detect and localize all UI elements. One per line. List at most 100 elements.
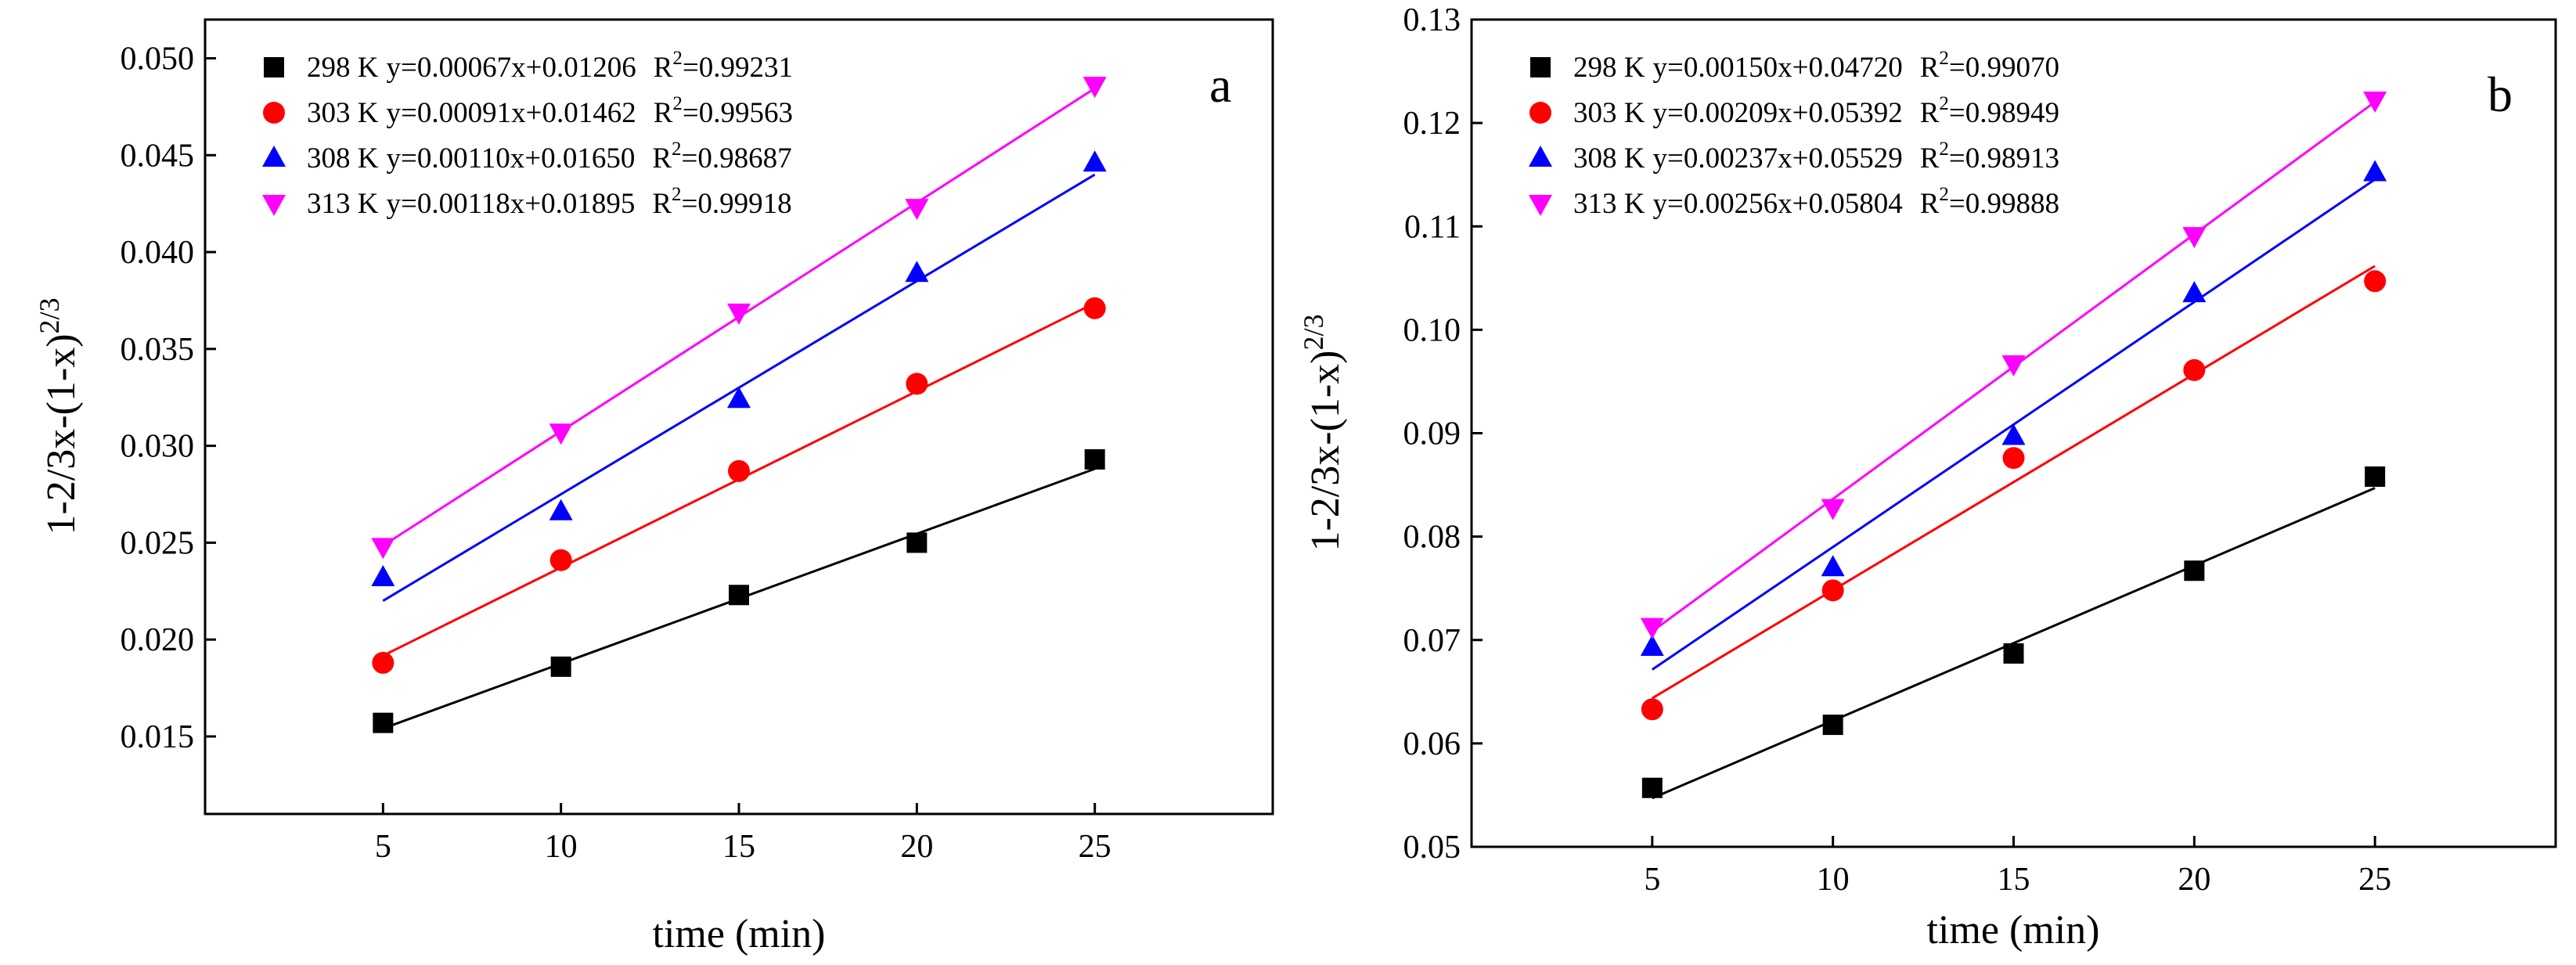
series-298-K [1641, 466, 2386, 800]
series-303-K [1641, 265, 2387, 721]
y-tick-label: 0.015 [121, 719, 195, 755]
series-303-K [372, 297, 1106, 674]
data-point [371, 564, 395, 586]
data-point [549, 549, 572, 571]
panel-label: b [2488, 67, 2513, 122]
y-tick-label: 0.09 [1403, 416, 1461, 452]
data-point [2363, 160, 2387, 182]
x-axis-title: time (min) [1927, 908, 2100, 952]
legend-series-name: 308 K [307, 142, 379, 175]
data-point [2002, 447, 2025, 470]
legend-r2-value: =0.99231 [683, 52, 793, 84]
legend-equation: y=0.00118x+0.01895 [386, 188, 635, 220]
fit-line [1652, 487, 2376, 800]
data-point [1083, 150, 1107, 172]
legend-equation: y=0.00091x+0.01462 [386, 97, 636, 129]
legend-r2-value: =0.99918 [682, 188, 792, 220]
legend-equation: y=0.00150x+0.04720 [1652, 52, 1902, 84]
data-point [1821, 499, 1845, 520]
y-axis-title-base: 1-2/3x-(1-x) [1303, 350, 1348, 551]
legend-series-name: 308 K [1573, 142, 1645, 175]
data-point [2001, 355, 2026, 376]
legend-r2-prefix: R [654, 97, 673, 129]
data-point [1640, 634, 1664, 656]
legend-marker [262, 146, 286, 167]
x-axis-title: time (min) [653, 912, 826, 956]
y-tick-label: 0.12 [1403, 106, 1461, 142]
data-point [2184, 560, 2205, 582]
y-tick-label: 0.05 [1403, 830, 1461, 866]
series-308-K [1640, 160, 2387, 671]
x-tick-label: 20 [900, 829, 933, 865]
legend-marker [1529, 102, 1551, 124]
legend-r2-value: =0.99888 [1949, 188, 2059, 220]
data-point [905, 199, 929, 221]
legend-series-name: 303 K [307, 97, 379, 129]
legend-marker [263, 102, 285, 124]
legend-series-name: 303 K [1573, 97, 1645, 129]
data-point [906, 373, 928, 395]
y-axis-title-exponent: 2/3 [34, 297, 65, 333]
data-point [1821, 555, 1845, 577]
y-tick-label: 0.045 [121, 138, 195, 174]
x-tick-label: 10 [545, 829, 578, 865]
y-axis-title: 1-2/3x-(1-x)2/3 [1298, 314, 1348, 551]
series-313-K [1640, 92, 2387, 639]
legend-r2-exponent: 2 [1939, 184, 1949, 205]
x-tick-label: 25 [2358, 862, 2391, 898]
data-point [1641, 698, 1663, 721]
x-tick-label: 15 [722, 829, 755, 865]
data-point [728, 459, 750, 482]
x-tick-label: 20 [2178, 862, 2210, 898]
y-axis-title-exponent: 2/3 [1298, 314, 1329, 350]
data-point [905, 261, 929, 283]
data-point [2183, 358, 2206, 381]
data-point [729, 585, 749, 606]
data-point [1083, 77, 1107, 99]
legend-equation: y=0.00256x+0.05804 [1652, 188, 1902, 220]
panel-label: a [1209, 57, 1231, 113]
series-298-K [373, 448, 1105, 733]
y-tick-label: 0.020 [121, 622, 195, 658]
legend-r2-value: =0.98949 [1949, 97, 2059, 129]
legend-r2-prefix: R [652, 142, 672, 175]
y-tick-label: 0.040 [121, 235, 195, 271]
legend-marker [1529, 195, 1552, 216]
legend-equation: y=0.00209x+0.05392 [1652, 97, 1902, 129]
data-point [906, 532, 928, 553]
legend-equation: y=0.00067x+0.01206 [386, 52, 636, 84]
y-axis-title-base: 1-2/3x-(1-x) [39, 333, 84, 535]
legend-r2-exponent: 2 [1939, 48, 1949, 69]
y-tick-label: 0.13 [1403, 2, 1461, 38]
y-tick-label: 0.035 [121, 332, 195, 368]
data-point [2001, 423, 2026, 445]
y-tick-label: 0.08 [1403, 520, 1461, 556]
data-point [1641, 777, 1663, 798]
y-tick-label: 0.050 [121, 41, 195, 77]
data-point [1821, 579, 1844, 602]
data-point [373, 712, 394, 733]
legend-equation: y=0.00237x+0.05529 [1652, 142, 1902, 175]
data-point [2003, 643, 2024, 664]
legend-r2-value: =0.98687 [682, 142, 792, 175]
legend-r2-exponent: 2 [672, 184, 682, 205]
legend-r2-prefix: R [652, 188, 672, 220]
plot-frame [204, 18, 1274, 816]
legend-r2-exponent: 2 [1939, 139, 1949, 160]
legend-marker [1529, 146, 1552, 167]
legend-marker [1530, 57, 1551, 77]
